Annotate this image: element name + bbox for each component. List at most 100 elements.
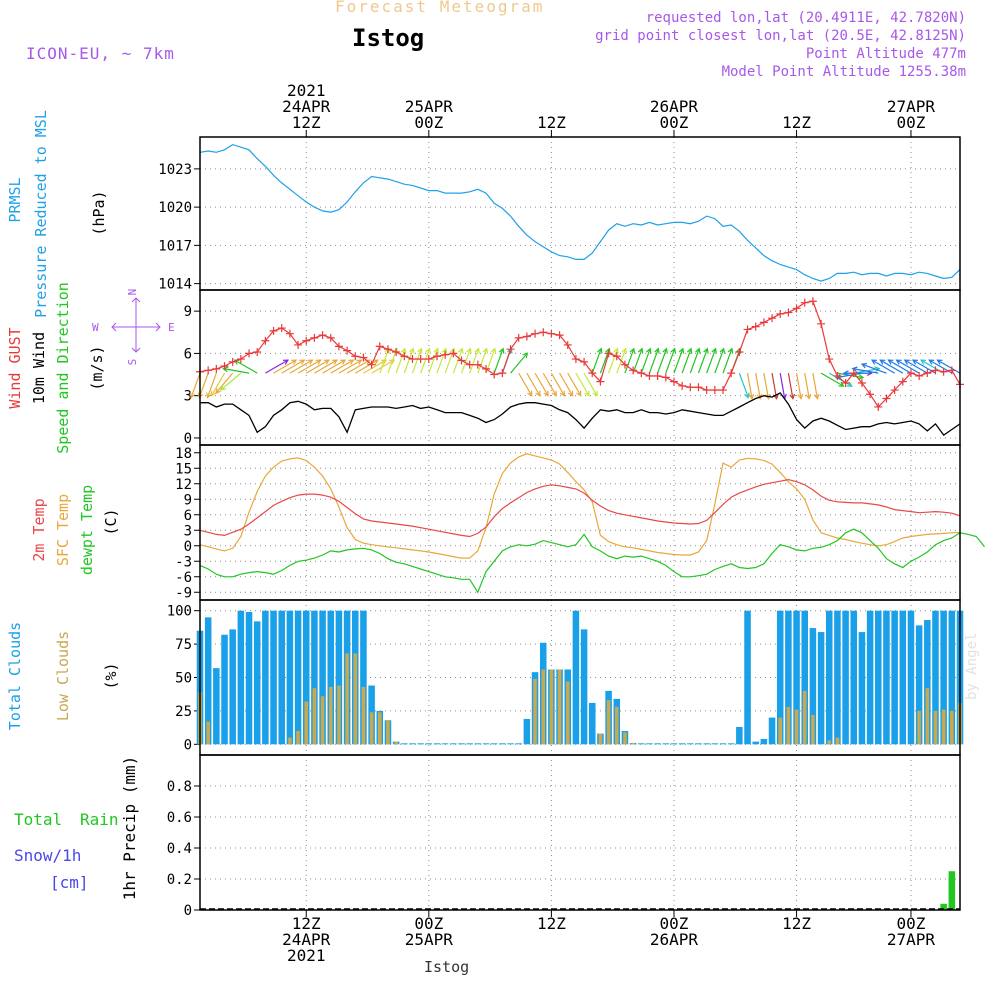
wind-gust-marker [383,345,392,354]
wind-direction-arrow [534,372,549,396]
wind-gust-marker [849,369,858,378]
wind-direction-arrow [714,348,725,374]
wind-direction-arrow [526,372,541,396]
wind-gust-marker [596,377,605,386]
total-clouds-bar [858,632,866,745]
requested-coords: requested lon,lat (20.4911E, 42.7820N) [645,10,966,26]
wind-gust-marker [882,394,891,403]
total-clouds-bar [253,621,261,745]
sfc-temp-label: SFC Temp [54,494,72,566]
wind-arrow-head [928,359,935,365]
pressure-label-full: Pressure Reduced to MSL [32,110,50,318]
wind-direction-arrow [804,373,810,399]
low-clouds-bar [802,690,807,745]
wind-arrow-head [842,370,849,377]
precip-rain-label: Rain [80,810,119,829]
wind-direction-arrow [632,348,643,374]
wind-gust-marker [228,357,237,366]
precip-tick-label: 0.8 [167,779,192,795]
wind-10m-line [200,392,961,436]
wind-arrow-head [597,347,603,354]
wind-gust-marker [800,298,809,307]
low-clouds-bar [606,700,611,745]
wind-direction-arrow [640,348,651,374]
wind-arrow-head [813,393,820,400]
low-clouds-bar [345,653,349,745]
wind-direction-arrow [937,359,961,374]
temperature-tick-label: 18 [175,446,192,462]
pressure-panel-frame [199,136,961,291]
wind-gust-marker [751,322,760,331]
wind-arrow-head [744,392,750,399]
wind-direction-arrow [836,372,863,379]
wind-gust-line [199,300,961,408]
clouds-tick-label: 25 [175,704,192,720]
total-clouds-bar [580,629,588,745]
wind-direction-arrow [395,348,406,374]
total-clouds-bar [638,743,645,745]
wind-direction-arrow [289,359,313,374]
total-clouds-bar [311,610,318,745]
total-clouds-bar [703,743,710,745]
wind-gust-marker [449,349,458,358]
wind-gust-marker [236,355,245,364]
low-clouds-bar [206,721,210,745]
wind-gust-marker [931,366,940,375]
wind-direction-arrow [206,372,217,398]
time-label-bottom: 12Z [292,914,321,933]
wind-direction-arrow [346,359,370,374]
temperature-tick-label: 9 [184,492,192,508]
wind-arrow-head [482,347,489,354]
wind-arrow-head [425,347,431,354]
low-clouds-bar [377,712,382,745]
wind-gust-marker [441,350,450,359]
low-clouds-bar [549,669,554,745]
wind-gust-marker [465,360,474,369]
wind-tick-label: 6 [184,346,192,362]
time-label-bottom: 12Z [782,914,811,933]
wind-direction-arrow [220,372,242,391]
total-clouds-bar [466,743,473,745]
wind-arrow-head [372,359,379,365]
wind-gust-marker [915,371,924,380]
total-clouds-bar [744,610,751,745]
wind-direction-arrow [322,359,346,374]
time-label-top: 00Z [897,113,926,132]
low-clouds-bar [950,710,954,745]
wind-direction-label: Speed and Direction [54,282,72,454]
wind-direction-arrow [795,373,802,399]
total-clouds-bar [286,610,294,745]
wind-direction-arrow [363,359,387,374]
total-clouds-bar [662,743,670,745]
wind-gust-marker [392,348,401,356]
total-clouds-bar [834,610,841,745]
wind-unit: (m/s) [88,345,106,390]
wind-gust-marker [285,329,294,338]
wind-arrow-head [678,347,685,354]
time-label-top: 12Z [782,113,811,132]
total-clouds-bar [417,743,424,745]
wind-gust-marker [702,386,711,395]
wind-gust-marker [245,349,254,358]
wind-direction-arrow [871,359,895,374]
total-clouds-bar [450,743,457,745]
clouds-tick-label: 75 [175,637,192,653]
low-clouds-bar [386,720,390,745]
wind-arrow-head [299,359,306,365]
wind-arrow-head [356,359,363,365]
pressure-tick-label: 1017 [158,238,192,254]
temperature-tick-label: 0 [184,539,192,555]
dewpt-label: dewpt Temp [78,485,96,575]
location-title: Istog [352,24,425,52]
wind-gust-marker [604,349,613,358]
low-clouds-bar [827,740,832,745]
temperature-tick-label: 3 [184,523,192,539]
wind-gust-marker [906,369,915,378]
wind-arrow-head [662,347,668,354]
total-clouds-bar [801,610,808,745]
wind-direction-arrow [738,372,749,398]
wind-direction-arrow [896,359,920,374]
wind-arrow-head [307,359,314,365]
wind-gust-marker [343,346,352,355]
wind-direction-arrow [215,372,234,394]
